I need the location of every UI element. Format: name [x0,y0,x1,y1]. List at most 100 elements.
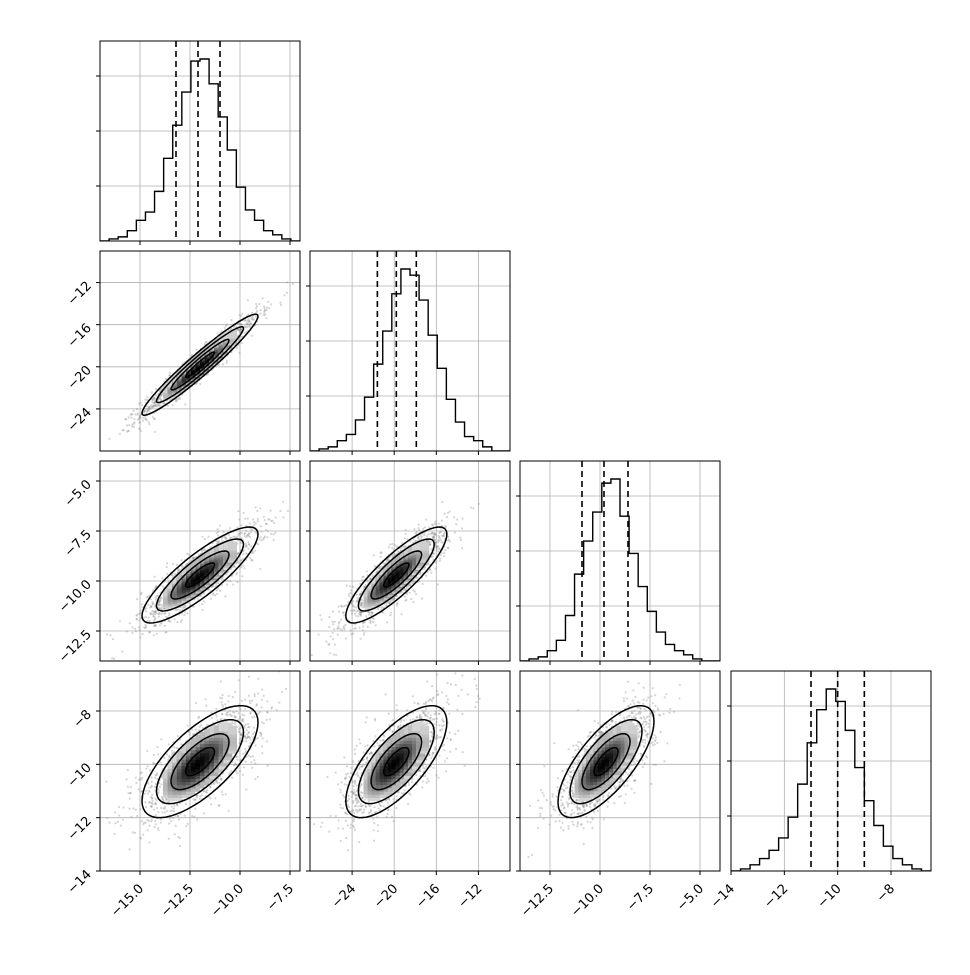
scatter-point [356,811,359,814]
scatter-point [359,610,362,614]
scatter-point [350,609,353,612]
scatter-point [378,802,381,805]
scatter-point [404,532,407,535]
scatter-point [147,820,150,823]
scatter-point [551,795,554,798]
scatter-point [454,733,457,736]
scatter-point [641,740,644,744]
scatter-point [249,711,252,715]
scatter-point [326,776,329,779]
scatter-point [263,535,267,538]
scatter-point [369,577,372,580]
contour-1 [370,732,423,791]
scatter-point [653,740,657,743]
scatter-point [365,805,368,809]
scatter-point [385,815,388,819]
scatter-point [342,611,345,614]
scatter-point [108,437,111,440]
scatter-point [140,591,143,594]
scatter-point [106,817,109,820]
scatter-point [425,535,429,538]
scatter-point [266,306,269,309]
scatter-point [373,717,377,721]
scatter-point [397,550,400,553]
scatter-point [549,803,553,806]
scatter-point [355,610,358,613]
scatter-point [178,397,182,400]
scatter-point [162,585,165,588]
scatter-point [345,765,349,768]
scatter-point [232,325,236,328]
scatter-point [148,841,151,844]
scatter-point [205,790,208,794]
scatter-point [335,653,338,656]
scatter-point [186,822,189,826]
scatter-point [166,562,169,565]
scatter-point [253,759,256,762]
scatter-point [361,792,364,795]
scatter-point [165,572,169,575]
scatter-point [180,618,183,622]
scatter-point [432,766,435,769]
scatter-point [239,740,242,743]
scatter-point [144,627,147,630]
scatter-point [651,702,655,705]
scatter-point [174,572,177,575]
scatter-point [265,522,268,525]
scatter-point [435,546,438,549]
scatter-point [345,773,348,776]
scatter-point [461,674,464,677]
scatter-point [248,319,251,322]
scatter-point [150,805,153,808]
scatter-point [358,738,361,741]
scatter-point [379,555,382,559]
scatter-point [349,772,353,775]
scatter-point [259,734,262,737]
scatter-point [630,720,633,723]
scatter-point [214,797,217,800]
scatter-point [235,573,238,576]
scatter-point [159,761,162,764]
panel-content [310,461,510,661]
scatter-point [340,781,343,784]
scatter-point [207,535,210,538]
scatter-point [149,611,152,615]
scatter-point [442,707,445,710]
scatter-point [262,313,265,317]
scatter-point [223,326,226,329]
scatter-point [157,602,160,605]
scatter-point [638,712,642,715]
scatter-point [131,425,134,428]
scatter-point [136,814,139,818]
scatter-point [165,798,168,801]
scatter-point [441,500,444,504]
scatter-point [149,613,152,616]
scatter-point [163,612,166,615]
scatter-point [408,783,411,786]
scatter-point [139,420,142,424]
scatter-point [320,618,323,621]
scatter-point [637,700,640,704]
scatter-point [537,827,540,830]
scatter-point [154,405,158,408]
scatter-point [270,520,273,523]
scatter-point [180,559,183,562]
scatter-point [354,779,357,783]
scatter-point [191,557,194,560]
scatter-point [154,782,157,786]
scatter-point [263,519,266,522]
scatter-point [362,751,365,754]
scatter-point [291,282,294,285]
scatter-point [371,611,374,614]
scatter-point [359,592,362,596]
scatter-point [245,326,248,329]
scatter-point [560,799,563,802]
scatter-point [409,583,412,586]
scatter-point [256,775,259,779]
scatter-point [461,751,464,754]
scatter-point [170,749,173,752]
scatter-point [369,810,373,813]
scatter-point [256,520,259,523]
scatter-point [428,717,431,720]
scatter-point [343,796,346,799]
